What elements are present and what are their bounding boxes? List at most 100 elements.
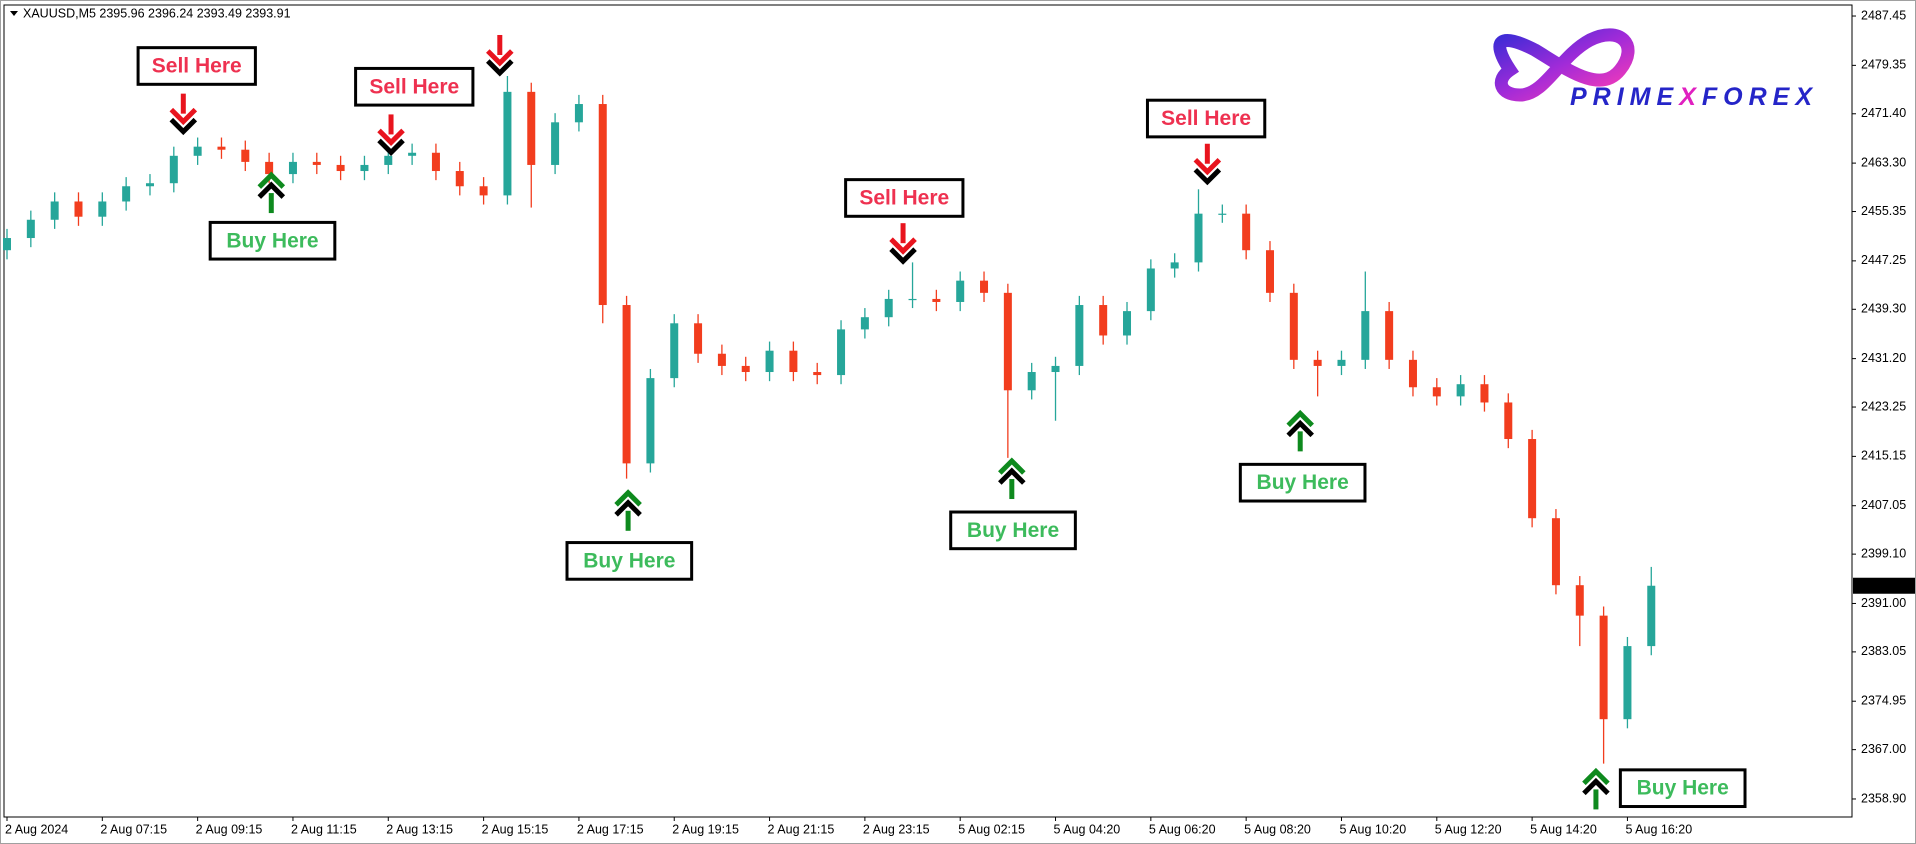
candle-body bbox=[1242, 213, 1251, 251]
annotation-text: Sell Here bbox=[152, 55, 242, 78]
candle-body bbox=[980, 280, 989, 293]
candle-body bbox=[384, 155, 393, 165]
candle-body bbox=[3, 238, 11, 251]
candle-body bbox=[860, 317, 869, 330]
candle-body bbox=[312, 161, 321, 165]
annotation-text: Sell Here bbox=[369, 75, 459, 98]
logo-part: FOREX bbox=[1702, 83, 1818, 111]
y-tick-label: 2479.35 bbox=[1861, 58, 1906, 72]
x-tick-label: 2 Aug 13:15 bbox=[386, 822, 453, 836]
y-tick-label: 2358.90 bbox=[1861, 791, 1906, 805]
candle-body bbox=[122, 186, 131, 202]
annotation-box bbox=[1618, 768, 1747, 809]
candle-body bbox=[50, 201, 59, 220]
y-tick-label: 2383.05 bbox=[1861, 644, 1906, 658]
candle-body bbox=[646, 378, 655, 464]
logo-part: PRIME bbox=[1570, 83, 1679, 111]
logo-part: X bbox=[1677, 83, 1702, 111]
chart-title: XAUUSD,M5 2395.96 2396.24 2393.49 2393.9… bbox=[23, 6, 291, 20]
annotation-text: Buy Here bbox=[1257, 471, 1349, 494]
annotation-box bbox=[565, 541, 694, 581]
arrow-chevron bbox=[889, 237, 917, 255]
candle-body bbox=[1313, 359, 1322, 366]
annotation-text: Buy Here bbox=[1637, 777, 1729, 800]
logo: PRIMEXFOREX bbox=[1493, 28, 1818, 111]
arrow-shaft bbox=[625, 510, 631, 531]
arrow-chevron bbox=[377, 128, 405, 146]
arrow-chevron bbox=[486, 49, 514, 67]
candle-body bbox=[217, 146, 226, 150]
sell-arrow bbox=[169, 93, 198, 136]
logo-mark bbox=[1493, 28, 1635, 102]
x-tick-label: 2 Aug 07:15 bbox=[100, 822, 167, 836]
annotation-box bbox=[136, 46, 257, 86]
arrow-chevron bbox=[377, 138, 405, 156]
y-tick-label: 2447.25 bbox=[1861, 253, 1906, 267]
candle-body bbox=[932, 298, 941, 302]
sell-arrow bbox=[1193, 143, 1222, 186]
last-price-label: 2393.91 bbox=[1861, 578, 1906, 592]
arrow-shaft bbox=[1593, 789, 1599, 810]
annotation-box bbox=[208, 220, 337, 261]
candle-body bbox=[1408, 359, 1417, 388]
candle-body bbox=[1361, 311, 1370, 360]
candle-body bbox=[1528, 439, 1537, 519]
candle-body bbox=[1289, 292, 1298, 360]
arrow-chevron bbox=[889, 247, 917, 265]
buy-arrow bbox=[998, 457, 1026, 500]
arrow-shaft bbox=[268, 193, 274, 214]
arrow-chevron bbox=[257, 181, 286, 199]
arrow-chevron bbox=[257, 171, 286, 189]
candle-body bbox=[789, 350, 798, 373]
x-tick-label: 2 Aug 09:15 bbox=[196, 822, 263, 836]
candle-body bbox=[455, 171, 464, 187]
plot-frame bbox=[3, 4, 1853, 818]
arrow-chevron bbox=[1193, 157, 1222, 176]
candle-body bbox=[813, 372, 822, 376]
candle-body bbox=[1504, 402, 1513, 440]
candle-body bbox=[1265, 250, 1274, 293]
annotation-text: Buy Here bbox=[583, 549, 675, 572]
candle-body bbox=[551, 122, 560, 165]
candle-body bbox=[956, 280, 965, 302]
annotation-text: Buy Here bbox=[226, 229, 318, 252]
arrow-shaft bbox=[1204, 143, 1210, 164]
y-tick-label: 2487.45 bbox=[1861, 8, 1906, 22]
x-tick-label: 2 Aug 19:15 bbox=[672, 822, 739, 836]
arrow-chevron bbox=[1193, 167, 1222, 186]
buy-arrow bbox=[1582, 767, 1610, 810]
sell-arrow bbox=[377, 114, 405, 156]
candle-body bbox=[1385, 311, 1394, 360]
annotation-box bbox=[1238, 462, 1367, 503]
x-tick-label: 2 Aug 23:15 bbox=[863, 822, 930, 836]
buy-arrow bbox=[614, 489, 642, 531]
arrow-chevron bbox=[998, 457, 1026, 475]
buy-arrow bbox=[1286, 409, 1314, 452]
x-tick-label: 5 Aug 12:20 bbox=[1435, 822, 1502, 836]
candle-body bbox=[241, 149, 250, 162]
candle-body bbox=[1599, 615, 1608, 720]
y-tick-label: 2431.20 bbox=[1861, 351, 1906, 365]
y-tick-label: 2455.35 bbox=[1861, 204, 1906, 218]
x-tick-label: 5 Aug 14:20 bbox=[1530, 822, 1597, 836]
y-tick-label: 2399.10 bbox=[1861, 546, 1906, 560]
x-tick-label: 2 Aug 11:15 bbox=[291, 822, 357, 836]
candle-body bbox=[1432, 387, 1441, 397]
annotation-box bbox=[354, 66, 475, 107]
arrow-shaft bbox=[497, 34, 503, 55]
sell-arrow bbox=[889, 223, 917, 265]
sell-arrow bbox=[486, 34, 514, 77]
annotation-text: Sell Here bbox=[859, 187, 949, 210]
annotation-text: Buy Here bbox=[967, 519, 1059, 542]
candle-body bbox=[503, 91, 512, 196]
annotation-box bbox=[949, 510, 1077, 551]
arrow-shaft bbox=[180, 93, 186, 114]
candle-body bbox=[717, 353, 726, 366]
candle-body bbox=[1194, 213, 1203, 263]
candle-body bbox=[431, 152, 440, 172]
candle-body bbox=[1337, 359, 1346, 366]
arrow-chevron bbox=[1582, 777, 1610, 796]
